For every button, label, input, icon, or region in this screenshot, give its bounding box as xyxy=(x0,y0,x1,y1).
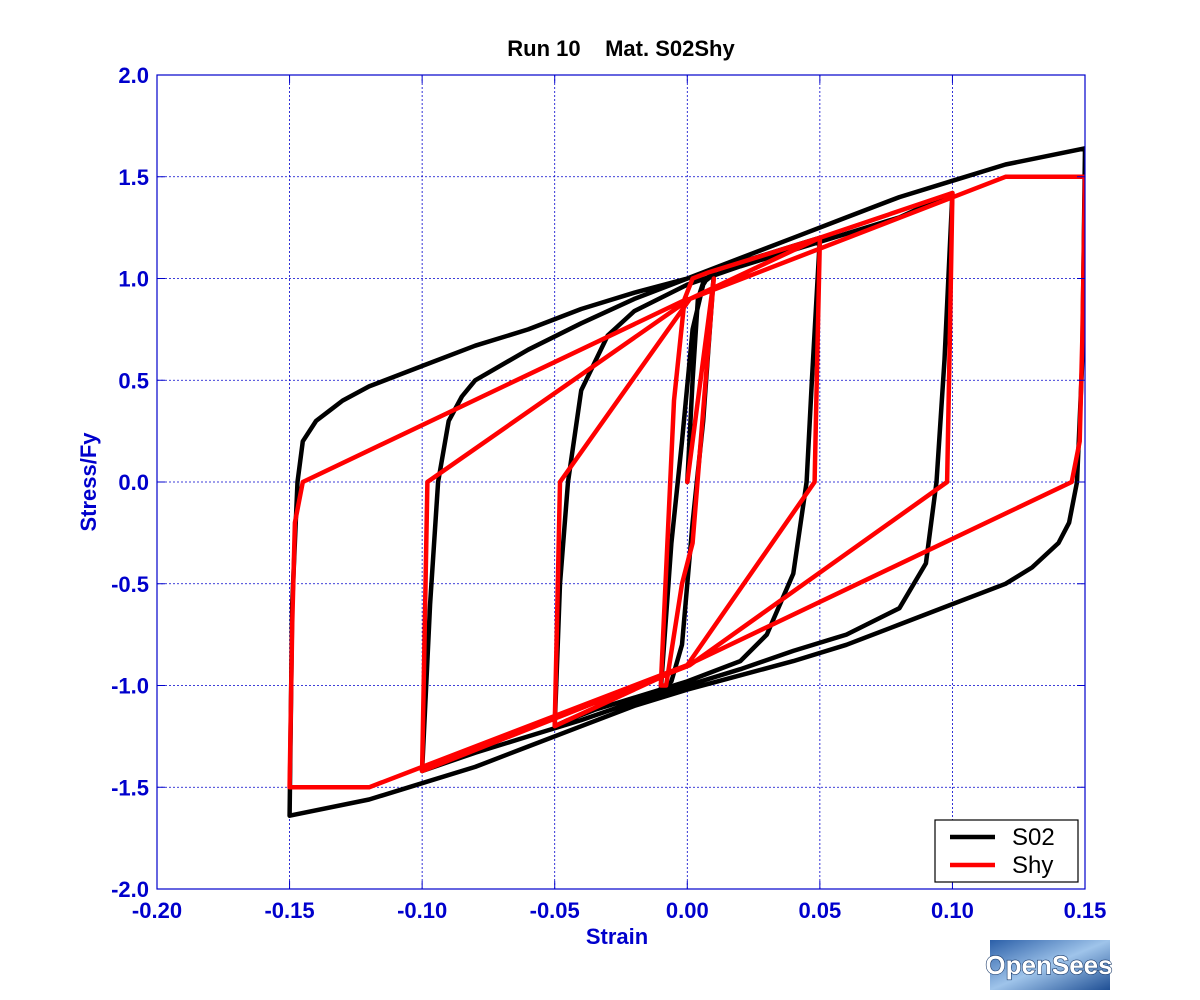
x-tick-label: -0.20 xyxy=(132,898,182,923)
y-tick-label: -1.5 xyxy=(111,775,149,800)
legend-label-s02: S02 xyxy=(1012,824,1055,851)
y-tick-label: 2.0 xyxy=(118,63,149,88)
opensees-logo: OpenSees xyxy=(985,940,1113,990)
x-tick-label: 0.00 xyxy=(666,898,709,923)
x-tick-label: 0.10 xyxy=(931,898,974,923)
y-axis-label: Stress/Fy xyxy=(76,432,101,532)
y-tick-label: -2.0 xyxy=(111,877,149,902)
legend: S02 Shy xyxy=(934,819,1079,883)
y-tick-label: 1.0 xyxy=(118,267,149,292)
chart-title: Run 10 Mat. S02Shy xyxy=(507,36,735,61)
x-tick-label: -0.15 xyxy=(264,898,314,923)
y-tick-label: 0.0 xyxy=(118,470,149,495)
legend-box xyxy=(934,819,1079,883)
logo-text: OpenSees xyxy=(985,950,1112,980)
y-tick-label: -1.0 xyxy=(111,674,149,699)
series-line-shy xyxy=(287,174,1085,790)
x-axis-label: Strain xyxy=(586,924,648,949)
legend-label-shy: Shy xyxy=(1012,852,1053,879)
logo-background xyxy=(990,940,1110,990)
grid xyxy=(157,75,1085,889)
x-tick-label: 0.15 xyxy=(1064,898,1107,923)
y-tick-label: 1.5 xyxy=(118,165,149,190)
y-tick-label: 0.5 xyxy=(118,368,149,393)
x-tick-label: -0.05 xyxy=(530,898,580,923)
axes: -0.20 -0.15 -0.10 -0.05 0.00 0.05 0.10 0.15 2.0 1… xyxy=(111,63,1106,923)
x-tick-label: -0.10 xyxy=(397,898,447,923)
y-tick-label: -0.5 xyxy=(111,572,149,597)
x-tick-label: 0.05 xyxy=(798,898,841,923)
series-layer xyxy=(287,146,1085,818)
